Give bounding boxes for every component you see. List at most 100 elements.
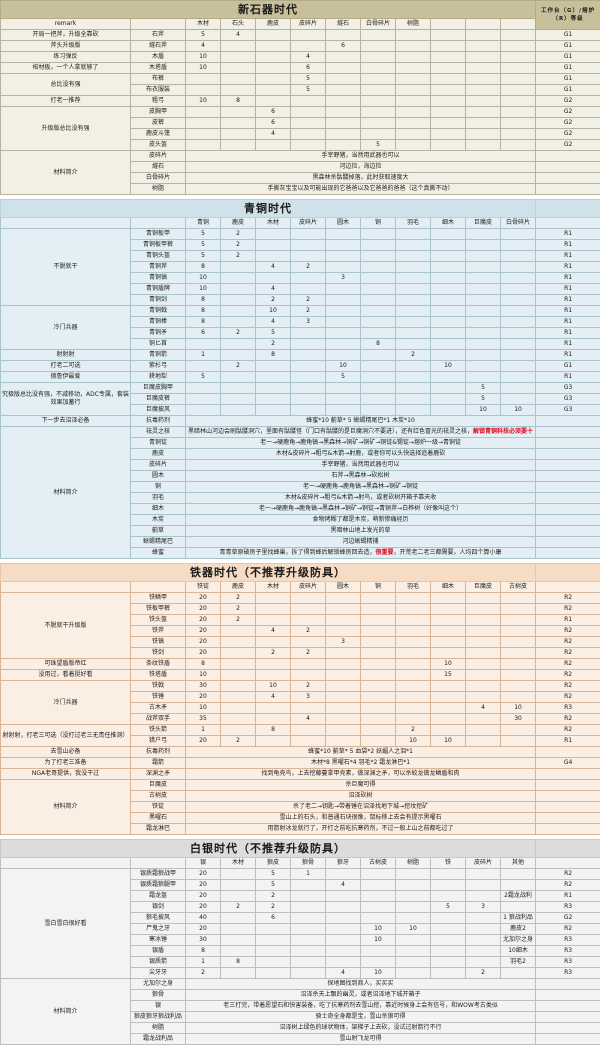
recipe-qty: 2: [221, 229, 256, 240]
recipe-qty: 6: [186, 328, 221, 339]
recipe-item-name: 寒冰锤: [131, 935, 186, 946]
recipe-item-name: 银盾: [131, 946, 186, 957]
recipe-item-name: 霜龙盔: [131, 891, 186, 902]
recipe-qty: 20: [186, 648, 221, 659]
recipe-qty: [396, 957, 431, 968]
recipe-qty: [186, 107, 221, 118]
recipe-qty: [256, 383, 291, 394]
recipe-qty: [326, 229, 361, 240]
recipe-item-name: 铁斧: [131, 626, 186, 637]
recipe-item-name: 皮头盔: [131, 140, 186, 151]
recipe-qty: 1 狼战利品: [501, 913, 536, 924]
recipe-qty: [466, 63, 501, 74]
recipe-qty: [501, 604, 536, 615]
recipe-qty: [431, 405, 466, 416]
recipe-qty: [361, 648, 396, 659]
recipe-level: [536, 769, 600, 780]
column-header-row: 铁锭鹿皮木材皮碎片圆木铜羽毛细木巨魔皮古树皮: [1, 582, 600, 593]
recipe-qty: [326, 63, 361, 74]
recipe-item-name: 青铜镐: [131, 273, 186, 284]
recipe-qty: [396, 681, 431, 692]
recipe-qty: [291, 328, 326, 339]
recipe-qty: 10细木: [501, 946, 536, 957]
recipe-qty: 8: [186, 659, 221, 670]
material-description: 老三打完，带着愿望石和快害装备，吃了抗寒药剂去雪山挖，靠近时候身上会有信号，和W…: [186, 1001, 536, 1012]
material-desc-highlight: 解锁青铜科技必须要十: [473, 428, 533, 435]
recipe-qty: [501, 361, 536, 372]
recipe-qty: [256, 593, 291, 604]
recipe-level: R2: [536, 626, 600, 637]
recipe-qty: [396, 626, 431, 637]
material-description: 手宰野猪，当然用武器也可以: [186, 151, 536, 162]
recipe-qty: [326, 140, 361, 151]
material-column-header-5: 铜: [361, 218, 396, 229]
recipe-level: G2: [536, 129, 600, 140]
recipe-qty: [431, 946, 466, 957]
recipe-qty: 5: [291, 85, 326, 96]
material-level-blank: [536, 427, 600, 438]
recipe-group-remark: 射射射，打老三可选（没打过老三无责任推测）: [1, 725, 131, 747]
recipe-qty: [501, 306, 536, 317]
recipe-qty: 8: [256, 725, 291, 736]
recipe-qty: [186, 339, 221, 350]
recipe-item-name: 尖牙牙: [131, 968, 186, 979]
recipe-qty: [361, 306, 396, 317]
recipe-qty: [466, 935, 501, 946]
recipe-qty: [256, 63, 291, 74]
recipe-group-remark: 可珠望盾版帝红: [1, 659, 131, 670]
material-name: 巨魔皮: [131, 780, 186, 791]
recipe-qty: [431, 262, 466, 273]
recipe-qty: [396, 913, 431, 924]
recipe-qty: 6: [326, 41, 361, 52]
recipe-qty: [431, 725, 466, 736]
recipe-qty: [501, 394, 536, 405]
recipe-qty: [256, 361, 291, 372]
recipe-qty: [221, 670, 256, 681]
recipe-qty: 2: [291, 648, 326, 659]
material-level-blank: [536, 813, 600, 824]
material-description: 食物烤糊了都是木炭，萌新惨痛经历: [186, 515, 536, 526]
recipe-qty: [291, 968, 326, 979]
recipe-qty: 5: [186, 30, 221, 41]
recipe-qty: [431, 251, 466, 262]
recipe-qty: [326, 681, 361, 692]
recipe-qty: [326, 626, 361, 637]
recipe-qty: [256, 957, 291, 968]
recipe-qty: 30: [501, 714, 536, 725]
recipe-qty: 20: [186, 891, 221, 902]
recipe-qty: [501, 659, 536, 670]
recipe-qty: 2: [256, 339, 291, 350]
recipe-qty: [221, 659, 256, 670]
recipe-qty: [431, 317, 466, 328]
recipe-qty: [396, 869, 431, 880]
recipe-item-name: 青铜戟: [131, 306, 186, 317]
recipe-qty: 30: [186, 681, 221, 692]
recipe-qty: [221, 74, 256, 85]
recipe-qty: [221, 714, 256, 725]
level-column-header: [536, 218, 600, 229]
recipe-qty: [396, 107, 431, 118]
recipe-qty: 8: [186, 306, 221, 317]
recipe-item-name: 古木矛: [131, 703, 186, 714]
recipe-qty: 1: [186, 350, 221, 361]
recipe-qty: [466, 946, 501, 957]
recipe-qty: [326, 946, 361, 957]
recipe-qty: [501, 736, 536, 747]
recipe-qty: 8: [361, 339, 396, 350]
recipe-qty: [466, 692, 501, 703]
material-name: 皮碎片: [131, 460, 186, 471]
recipe-qty: [501, 593, 536, 604]
material-column-header-2: 鹿皮: [256, 19, 291, 30]
recipe-qty: [326, 593, 361, 604]
recipe-qty: [396, 615, 431, 626]
recipe-group-remark: 下一步去沼泽必备: [1, 416, 131, 427]
material-name: 银: [131, 1001, 186, 1012]
recipe-qty: [466, 41, 501, 52]
recipe-qty: [431, 96, 466, 107]
recipe-level: R2: [536, 714, 600, 725]
recipe-qty: 5: [431, 902, 466, 913]
recipe-qty: [396, 902, 431, 913]
recipe-qty: [256, 615, 291, 626]
